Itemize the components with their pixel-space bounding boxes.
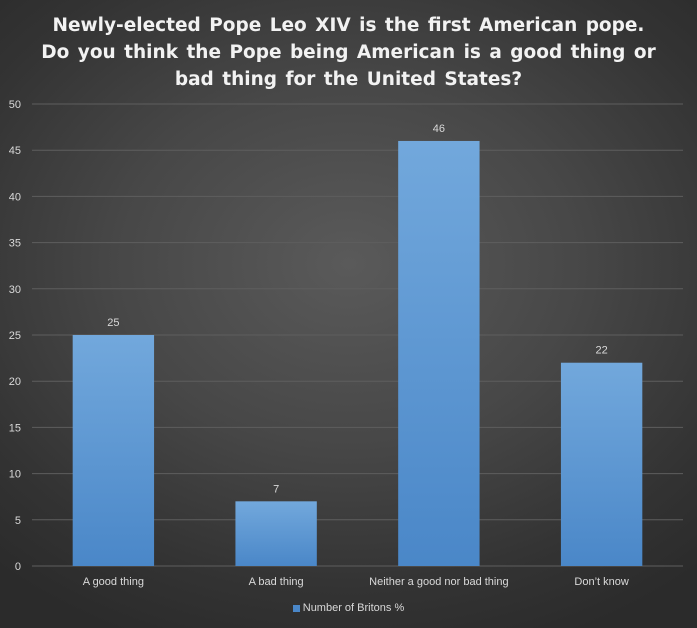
y-tick-label: 35 [9, 238, 21, 250]
bar [235, 501, 317, 566]
y-tick-label: 50 [9, 99, 21, 111]
x-tick-label: Neither a good nor bad thing [369, 576, 508, 588]
y-tick-label: 25 [9, 330, 21, 342]
bars [72, 140, 643, 566]
y-tick-label: 0 [15, 561, 21, 573]
y-tick-label: 45 [9, 145, 21, 157]
y-axis-tick-labels: 0 5 10 15 20 25 30 35 40 45 50 [9, 99, 21, 573]
data-label: 25 [107, 317, 119, 329]
x-tick-label: Don’t know [574, 576, 628, 588]
data-label: 46 [433, 123, 445, 135]
legend-swatch [292, 604, 300, 612]
y-tick-label: 10 [9, 469, 21, 481]
legend: Number of Britons % [0, 600, 697, 616]
data-labels: 25 7 46 22 [107, 123, 608, 495]
x-tick-label: A bad thing [249, 576, 304, 588]
data-label: 22 [596, 345, 608, 357]
y-tick-label: 20 [9, 376, 21, 388]
y-tick-label: 40 [9, 191, 21, 203]
bar [398, 140, 480, 566]
y-tick-label: 30 [9, 284, 21, 296]
chart-title: Newly-elected Pope Leo XIV is the first … [41, 15, 656, 90]
bar [560, 362, 643, 566]
y-tick-label: 5 [15, 515, 21, 527]
y-tick-label: 15 [9, 422, 21, 434]
x-axis-tick-labels: A good thing A bad thing Neither a good no… [83, 576, 629, 588]
x-tick-label: A good thing [83, 576, 144, 588]
data-label: 7 [273, 483, 279, 495]
bar [72, 335, 155, 566]
legend-label: Number of Britons % [302, 602, 405, 614]
